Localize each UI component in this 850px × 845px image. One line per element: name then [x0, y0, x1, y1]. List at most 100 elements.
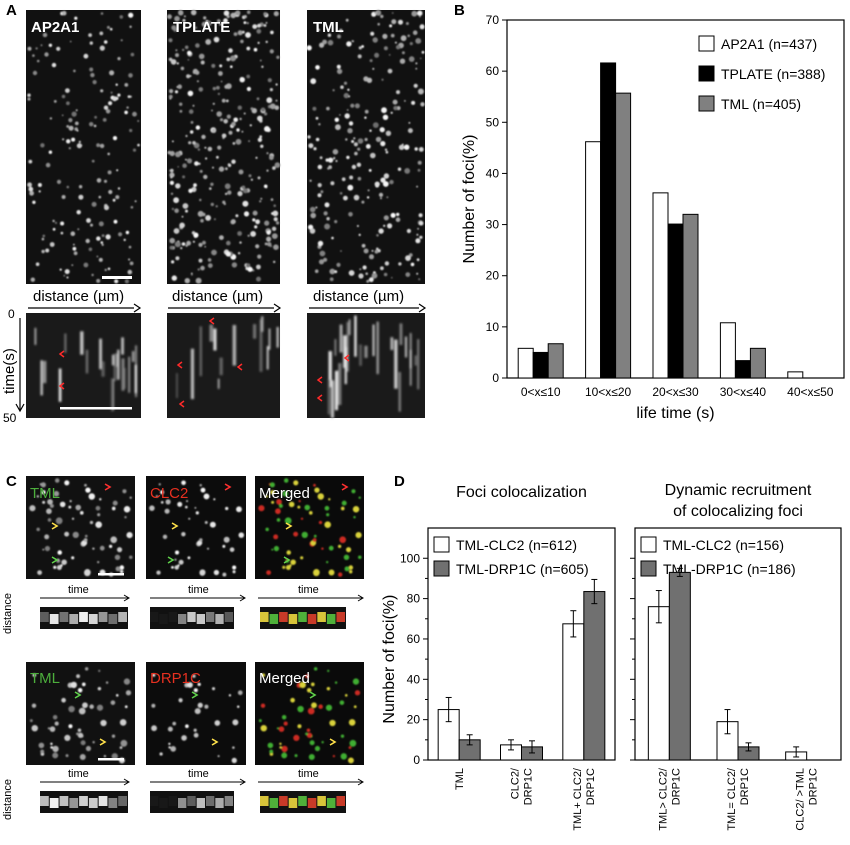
kymograph-track	[34, 327, 37, 345]
fluorescent-spot	[79, 511, 84, 515]
kymograph-track	[266, 346, 269, 370]
fluorescent-spot	[352, 678, 360, 685]
fluorescent-spot	[367, 189, 370, 192]
fluorescent-spot	[210, 182, 214, 186]
fluorescent-spot	[214, 720, 221, 726]
distance-label-2: distance (µm)	[172, 288, 263, 305]
fluorescent-spot	[273, 534, 279, 540]
fluorescent-spot	[246, 74, 251, 79]
fluorescent-spot	[248, 140, 251, 143]
fluorescent-spot	[363, 248, 369, 254]
fluorescent-spot	[200, 60, 205, 65]
fluorescent-spot	[357, 54, 362, 59]
fluorescent-spot	[392, 99, 398, 105]
fluorescent-spot	[306, 45, 312, 51]
fluorescent-spot	[358, 273, 364, 279]
fluorescent-spot	[78, 194, 84, 200]
fluorescent-spot	[85, 745, 92, 752]
fluorescent-spot	[128, 73, 133, 78]
fluorescent-spot	[317, 183, 322, 188]
fluorescent-spot	[223, 10, 230, 16]
fluorescent-spot	[77, 728, 82, 733]
kymograph-track	[253, 324, 257, 339]
fluorescent-spot	[171, 207, 175, 211]
fluorescent-spot	[201, 21, 207, 27]
legend-entry: TPLATE (n=388)	[721, 66, 825, 82]
fluorescent-spot	[74, 16, 78, 20]
kymograph-pixel	[269, 614, 279, 624]
fluorescent-spot	[42, 234, 46, 238]
fluorescent-spot	[207, 263, 213, 268]
fluorescent-spot	[231, 262, 238, 268]
fluorescent-spot	[119, 565, 125, 570]
fluorescent-spot	[332, 149, 339, 155]
fluorescent-spot	[40, 749, 45, 754]
kymograph-pixel	[168, 612, 177, 622]
fluorescent-spot	[387, 223, 393, 229]
legend-entry: TML (n=405)	[721, 96, 801, 112]
fluorescent-spot	[267, 239, 270, 241]
fluorescent-spot	[341, 177, 346, 182]
fluorescent-spot	[195, 277, 202, 284]
fluorescent-spot	[396, 106, 401, 111]
fluorescent-spot	[169, 169, 172, 172]
fluorescent-spot	[293, 531, 299, 537]
fluorescent-spot	[246, 263, 251, 268]
fluorescent-spot	[74, 121, 79, 126]
fluorescent-spot	[174, 15, 180, 22]
fluorescent-spot	[95, 505, 101, 511]
fluorescent-spot	[351, 164, 357, 170]
fluorescent-spot	[178, 559, 184, 565]
fluorescent-spot	[99, 143, 105, 149]
fluorescent-spot	[119, 719, 127, 726]
distance-label-c2: distance	[2, 779, 14, 820]
fluorescent-spot	[231, 121, 236, 127]
arrowhead-marker	[99, 738, 107, 746]
fluorescent-spot	[329, 268, 336, 275]
fluorescent-spot	[230, 55, 236, 62]
fluorescent-spot	[120, 739, 128, 747]
fluorescent-spot	[256, 28, 262, 34]
fluorescent-spot	[104, 268, 107, 272]
y-tick-label: 40	[486, 166, 500, 180]
fluorescent-spot	[115, 83, 118, 86]
fluorescent-spot	[168, 742, 171, 745]
fluorescent-spot	[401, 51, 405, 55]
fluorescent-spot	[226, 15, 230, 19]
fluorescent-spot	[189, 75, 192, 77]
fluorescent-spot	[222, 200, 226, 204]
arrowhead-marker	[329, 738, 337, 746]
fluorescent-spot	[353, 137, 356, 140]
fluorescent-spot	[390, 212, 396, 218]
fluorescent-spot	[46, 508, 52, 515]
fluorescent-spot	[358, 496, 361, 499]
fluorescent-spot	[419, 57, 422, 60]
fluorescent-spot	[199, 538, 203, 542]
legend-swatch	[698, 65, 715, 82]
fluorescent-spot	[44, 545, 51, 552]
fluorescent-spot	[217, 92, 221, 96]
fluorescent-spot	[340, 85, 344, 89]
fluorescent-spot	[329, 719, 336, 727]
fluorescent-spot	[199, 198, 202, 202]
fluorescent-spot	[35, 22, 39, 26]
fluorescent-spot	[339, 114, 341, 116]
kymograph-pixel	[159, 798, 168, 808]
bar-tplate	[600, 62, 617, 379]
fluorescent-spot	[381, 107, 387, 114]
fluorescent-spot	[211, 687, 216, 691]
fluorescent-spot	[105, 234, 111, 240]
fluorescent-spot	[179, 102, 183, 106]
fluorescent-spot	[223, 18, 228, 24]
kymograph-track	[399, 323, 403, 345]
fluorescent-spot	[328, 157, 334, 163]
fluorescent-spot	[203, 174, 208, 180]
fluorescent-spot	[42, 500, 46, 504]
fluorescent-spot	[339, 536, 347, 544]
fluorescent-spot	[224, 183, 231, 190]
distance-label-3: distance (µm)	[313, 288, 404, 305]
fluorescent-spot	[38, 742, 45, 749]
fluorescent-spot	[337, 34, 341, 39]
fluorescent-spot	[92, 741, 95, 744]
bar-tml	[682, 213, 699, 379]
